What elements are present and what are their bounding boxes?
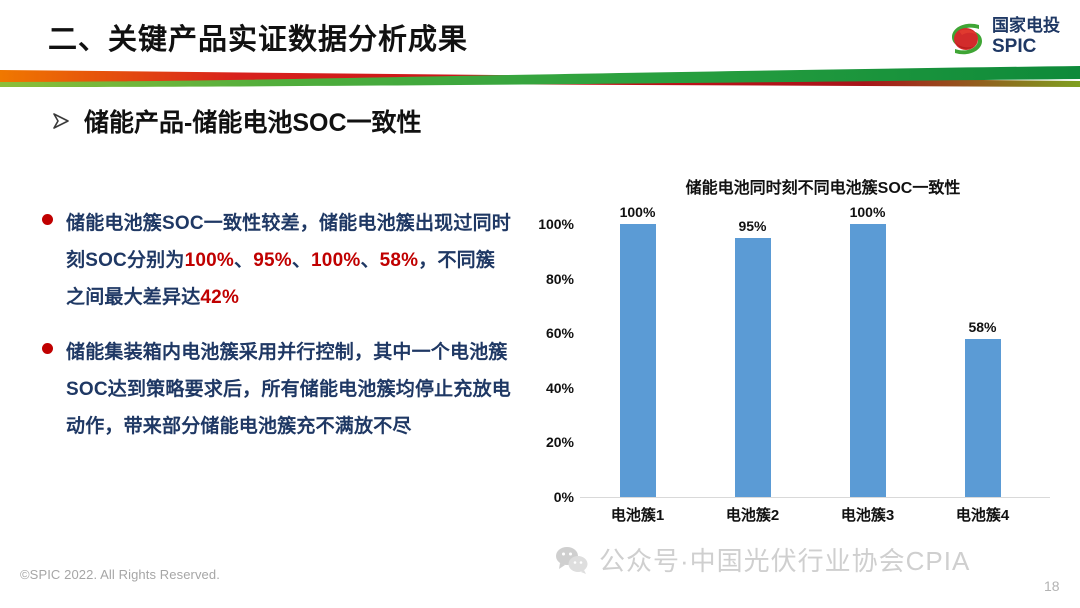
chart-title: 储能电池同时刻不同电池簇SOC一致性 <box>685 180 961 197</box>
chart-bar-value-label: 58% <box>968 318 997 335</box>
chart-y-axis: 0% 20% 40% 60% 80% 100% <box>508 216 574 505</box>
chart-y-tick: 100% <box>538 216 574 232</box>
chart-x-axis-line <box>580 497 1050 498</box>
chart-bar-slot: 58% <box>925 224 1040 497</box>
chart-bar[interactable] <box>734 237 771 497</box>
wechat-icon <box>555 545 589 575</box>
watermark: 公众号·中国光伏行业协会CPIA <box>555 541 970 578</box>
list-item: 储能集装箱内电池簇采用并行控制，其中一个电池簇SOC达到策略要求后，所有储能电池… <box>42 334 512 445</box>
chart-bar-slot: 100% <box>580 204 695 497</box>
bullet-dot-icon <box>42 343 53 354</box>
chart-y-tick: 60% <box>545 325 574 342</box>
spic-logo-text: 国家电投 SPIC <box>992 16 1068 57</box>
spic-logo: 国家电投 SPIC <box>946 16 1066 64</box>
chart-bars: 100% 95% 100% 58% <box>580 204 1040 497</box>
chart-x-axis-labels: 电池簇1 电池簇2 电池簇3 电池簇4 <box>580 504 1040 525</box>
highlighted-value: 100% <box>311 250 361 271</box>
chart-y-tick: 40% <box>545 379 574 396</box>
arrow-bullet-icon <box>50 110 72 132</box>
bullet-list: 储能电池簇SOC一致性较差，储能电池簇出现过同时刻SOC分别为100%、95%、… <box>42 205 512 463</box>
chart-bar-value-label: 100% <box>619 204 656 220</box>
chart-bar[interactable] <box>619 224 656 497</box>
bullet-text-run: ，不同簇之间最大差异达 <box>66 250 496 308</box>
bullet-text-run: 、 <box>291 250 312 271</box>
chart-bar-slot: 95% <box>695 218 810 497</box>
section-subtitle: 储能产品-储能电池SOC一致性 <box>50 103 422 139</box>
bullet-dot-icon <box>42 214 53 225</box>
highlighted-value: 100% <box>184 250 234 271</box>
chart-x-tick: 电池簇1 <box>610 507 665 524</box>
chart-bar-value-label: 95% <box>738 217 767 234</box>
section-subtitle-text: 储能产品-储能电池SOC一致性 <box>84 109 422 137</box>
highlighted-value: 42% <box>200 287 240 308</box>
bullet-text-run: 、 <box>233 250 254 271</box>
bullet-text-run: 储能电池簇SOC一致性较差，储能电池簇出现过同时刻SOC分别为 <box>66 213 511 271</box>
header-swoosh-divider <box>0 60 1080 94</box>
highlighted-value: 95% <box>253 250 292 271</box>
chart-y-tick: 0% <box>553 489 574 505</box>
chart-x-tick: 电池簇2 <box>725 507 780 524</box>
chart-bar-value-label: 100% <box>849 204 886 220</box>
watermark-text: 公众号·中国光伏行业协会CPIA <box>599 546 971 576</box>
chart-x-tick: 电池簇3 <box>840 507 895 524</box>
chart-bar[interactable] <box>849 224 886 497</box>
spic-logo-en: SPIC <box>992 36 1037 57</box>
spic-swirl-logo-icon <box>946 18 988 60</box>
highlighted-value: 58% <box>379 250 419 271</box>
page-title: 二、关键产品实证数据分析成果 <box>48 24 469 56</box>
soc-bar-chart: 储能电池同时刻不同电池簇SOC一致性 0% 20% 40% 60% 80% 100% 10… <box>508 168 1068 538</box>
chart-bar-slot: 100% <box>810 204 925 497</box>
copyright-text: ©SPIC 2022. All Rights Reserved. <box>20 567 220 582</box>
slide-header: 二、关键产品实证数据分析成果 国家电投 SPIC <box>0 0 1080 92</box>
chart-y-tick: 20% <box>545 434 574 451</box>
bullet-text-run: 储能集装箱内电池簇采用并行控制，其中一个电池簇SOC达到策略要求后，所有储能电池… <box>66 342 511 437</box>
bullet-text-run: 、 <box>360 250 380 271</box>
chart-y-tick: 80% <box>545 270 574 287</box>
spic-logo-cn: 国家电投 <box>992 16 1060 35</box>
list-item: 储能电池簇SOC一致性较差，储能电池簇出现过同时刻SOC分别为100%、95%、… <box>42 205 512 316</box>
page-number: 18 <box>1044 578 1060 594</box>
chart-x-tick: 电池簇4 <box>955 507 1010 524</box>
chart-plot-area: 100% 95% 100% 58% <box>580 204 1040 497</box>
chart-bar[interactable] <box>964 338 1001 497</box>
bullet-text: 储能集装箱内电池簇采用并行控制，其中一个电池簇SOC达到策略要求后，所有储能电池… <box>66 334 512 445</box>
bullet-text: 储能电池簇SOC一致性较差，储能电池簇出现过同时刻SOC分别为100%、95%、… <box>66 205 512 316</box>
